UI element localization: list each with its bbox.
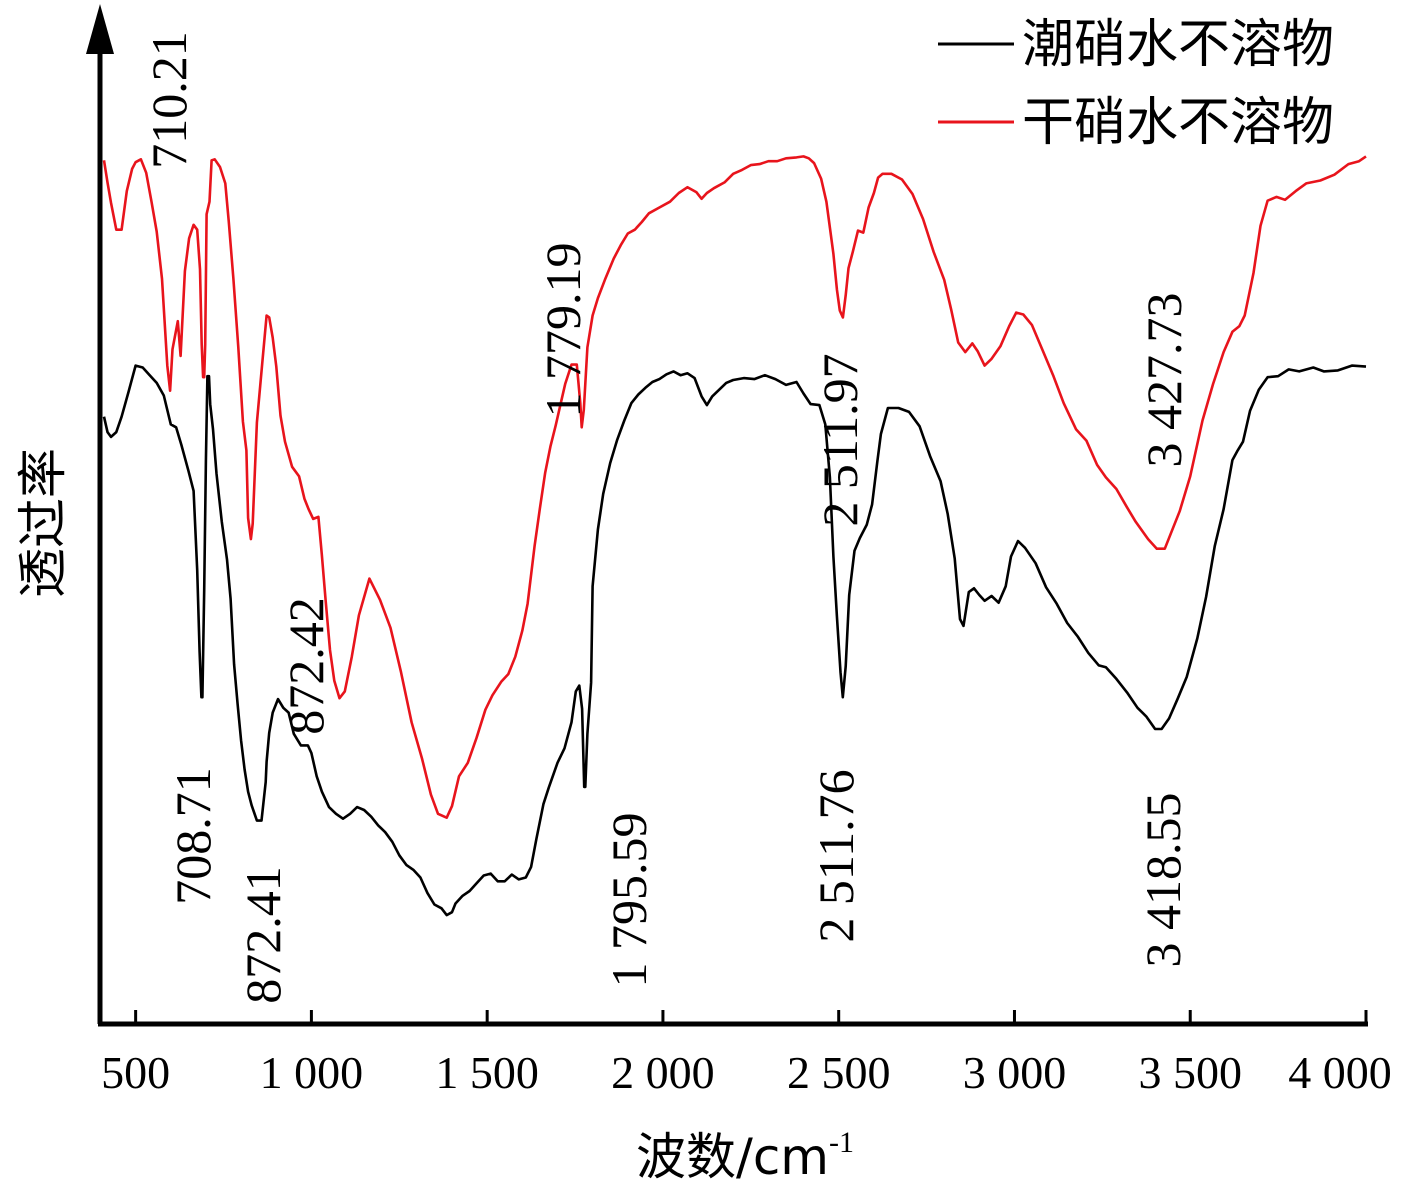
legend: 潮硝水不溶物 干硝水不溶物 bbox=[938, 15, 1334, 153]
x-tick-label-2000: 2 000 bbox=[611, 1047, 715, 1098]
plot-area bbox=[102, 155, 1367, 917]
x-axis-title: 波数/cm-1 bbox=[636, 1126, 854, 1181]
series-line-1 bbox=[102, 155, 1367, 819]
peak-label-3427-73: 3 427.73 bbox=[1136, 293, 1192, 468]
x-tick-label-2500: 2 500 bbox=[787, 1047, 891, 1098]
peak-label-2511-76: 2 511.76 bbox=[808, 769, 864, 942]
peak-label-710-21: 710.21 bbox=[141, 31, 197, 169]
y-axis-title: 透过率 bbox=[14, 448, 72, 598]
x-tick-label-4000: 4 000 bbox=[1288, 1047, 1392, 1098]
x-tick-label-1000: 1 000 bbox=[260, 1047, 364, 1098]
peak-annotations: 708.71 872.41 872.42 1 779.19 1 795.59 7… bbox=[141, 31, 1192, 1004]
x-axis-title-sup: -1 bbox=[829, 1126, 854, 1159]
x-tick-labels: 500 1 000 1 500 2 000 2 500 3 000 3 500 4 000 bbox=[101, 1047, 1392, 1098]
axes bbox=[86, 4, 1368, 1027]
x-ticks bbox=[134, 1010, 1368, 1024]
series-line-0 bbox=[102, 364, 1367, 917]
peak-label-872-41: 872.41 bbox=[235, 866, 291, 1004]
legend-label-0: 潮硝水不溶物 bbox=[1022, 15, 1334, 75]
peak-label-1795-59: 1 795.59 bbox=[601, 813, 657, 988]
peak-label-3418-55: 3 418.55 bbox=[1135, 793, 1191, 968]
x-tick-label-3500: 3 500 bbox=[1138, 1047, 1242, 1098]
peak-label-872-42: 872.42 bbox=[278, 597, 334, 735]
peak-label-2511-97: 2 511.97 bbox=[812, 353, 868, 526]
x-axis-title-text: 波数/cm bbox=[636, 1128, 829, 1181]
x-tick-label-3000: 3 000 bbox=[963, 1047, 1067, 1098]
x-tick-label-1500: 1 500 bbox=[435, 1047, 539, 1098]
peak-label-708-71: 708.71 bbox=[165, 767, 221, 905]
y-axis-arrow bbox=[86, 4, 114, 54]
peak-label-1779-19: 1 779.19 bbox=[535, 243, 591, 418]
x-tick-label-500: 500 bbox=[101, 1047, 170, 1098]
legend-label-1: 干硝水不溶物 bbox=[1022, 93, 1334, 153]
